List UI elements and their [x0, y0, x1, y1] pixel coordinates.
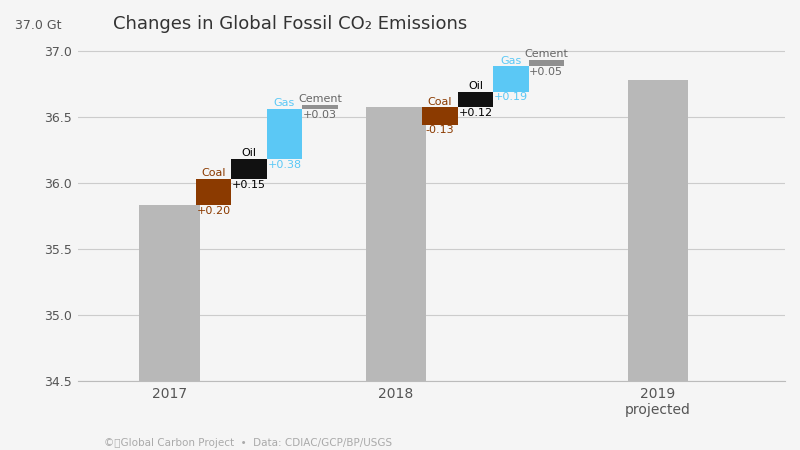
Text: -0.13: -0.13: [426, 126, 454, 135]
Bar: [231, 159, 266, 179]
Text: Coal: Coal: [428, 97, 452, 107]
Text: Cement: Cement: [298, 94, 342, 104]
Bar: [458, 91, 493, 108]
Bar: [529, 60, 564, 67]
Bar: [422, 108, 458, 125]
Bar: [627, 80, 688, 381]
Bar: [196, 179, 231, 205]
Text: Oil: Oil: [468, 81, 483, 91]
Text: ©ⓘGlobal Carbon Project  •  Data: CDIAC/GCP/BP/USGS: ©ⓘGlobal Carbon Project • Data: CDIAC/GC…: [104, 437, 392, 447]
Text: +0.38: +0.38: [267, 160, 302, 170]
Text: Gas: Gas: [500, 56, 522, 66]
Bar: [266, 109, 302, 159]
Text: +0.12: +0.12: [458, 108, 493, 118]
Text: +0.03: +0.03: [303, 109, 337, 120]
Bar: [366, 108, 426, 381]
Bar: [493, 67, 529, 91]
Text: +0.05: +0.05: [530, 67, 563, 77]
Text: Changes in Global Fossil CO₂ Emissions: Changes in Global Fossil CO₂ Emissions: [113, 15, 467, 33]
Text: Cement: Cement: [524, 49, 568, 59]
Text: +0.20: +0.20: [197, 206, 230, 216]
Text: Gas: Gas: [274, 98, 295, 108]
Bar: [139, 205, 199, 381]
Text: Coal: Coal: [202, 168, 226, 178]
Text: +0.19: +0.19: [494, 92, 528, 102]
Text: 37.0 Gt: 37.0 Gt: [15, 19, 62, 32]
Bar: [302, 105, 338, 109]
Text: +0.15: +0.15: [232, 180, 266, 189]
Text: Oil: Oil: [242, 148, 257, 158]
